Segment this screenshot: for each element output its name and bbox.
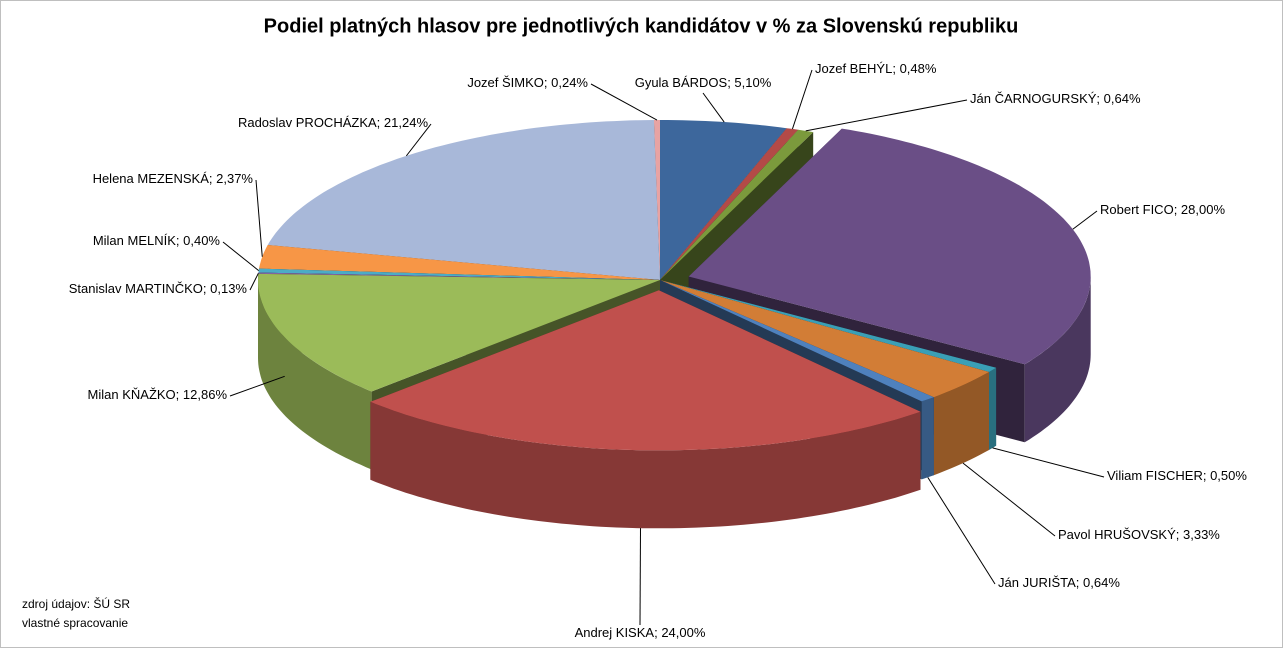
data-label: Ján ČARNOGURSKÝ; 0,64% [970, 91, 1141, 106]
label-category: Ján ČARNOGURSKÝ [970, 91, 1097, 106]
label-value: 0,13% [210, 281, 247, 296]
data-label: Milan MELNÍK; 0,40% [93, 233, 221, 248]
slice-side [1024, 276, 1091, 443]
label-separator: ; [727, 75, 734, 90]
label-category: Ján JURIŠTA [998, 575, 1076, 590]
data-label: Jozef BEHÝL; 0,48% [815, 61, 937, 76]
leader-line [590, 83, 658, 121]
slice [258, 272, 660, 280]
label-separator: ; [1096, 91, 1103, 106]
label-value: 2,37% [216, 171, 253, 186]
data-label: Jozef ŠIMKO; 0,24% [467, 75, 588, 90]
slice [660, 120, 787, 280]
leader-line [805, 99, 968, 132]
label-separator: ; [377, 115, 384, 130]
label-separator: ; [176, 233, 183, 248]
label-category: Milan KŇAŽKO [88, 387, 176, 402]
label-value: 0,40% [183, 233, 220, 248]
source-note: vlastné spracovanie [22, 616, 128, 630]
label-category: Milan MELNÍK [93, 233, 176, 248]
leader-line [702, 92, 725, 123]
label-value: 3,33% [1183, 527, 1220, 542]
label-value: 21,24% [384, 115, 429, 130]
label-category: Robert FICO [1100, 202, 1174, 217]
source-note: zdroj údajov: ŠÚ SR [22, 596, 130, 611]
label-separator: ; [1203, 468, 1210, 483]
label-separator: ; [1176, 527, 1183, 542]
label-value: 0,24% [551, 75, 588, 90]
slice-side [370, 401, 921, 529]
label-value: 24,00% [661, 625, 706, 640]
data-label: Milan KŇAŽKO; 12,86% [88, 387, 228, 402]
slice [660, 129, 814, 280]
slice [258, 268, 660, 280]
leader-line [791, 69, 813, 130]
label-category: Jozef BEHÝL [815, 61, 892, 76]
slice-side [989, 367, 997, 450]
label-value: 12,86% [183, 387, 228, 402]
slice [259, 245, 660, 280]
label-category: Helena MEZENSKÁ [93, 171, 210, 186]
data-label: Pavol HRUŠOVSKÝ; 3,33% [1058, 527, 1220, 542]
label-separator: ; [892, 61, 899, 76]
label-separator: ; [1174, 202, 1181, 217]
label-value: 0,64% [1083, 575, 1120, 590]
leader-line [255, 179, 263, 257]
label-separator: ; [544, 75, 551, 90]
label-separator: ; [203, 281, 210, 296]
leader-line [992, 447, 1105, 478]
leader-line [405, 123, 432, 157]
label-category: Andrej KISKA [575, 625, 655, 640]
slice-side [921, 397, 934, 480]
data-label: Robert FICO; 28,00% [1100, 202, 1225, 217]
label-category: Pavol HRUŠOVSKÝ [1058, 527, 1176, 542]
slice [660, 280, 997, 372]
leader-line [927, 477, 996, 585]
label-value: 5,10% [734, 75, 771, 90]
leader-line [229, 375, 285, 397]
label-category: Radoslav PROCHÁZKA [238, 115, 377, 130]
label-value: 28,00% [1181, 202, 1226, 217]
data-label: Radoslav PROCHÁZKA; 21,24% [238, 115, 428, 130]
label-separator: ; [176, 387, 183, 402]
data-label: Gyula BÁRDOS; 5,10% [635, 75, 772, 90]
chart-title: Podiel platných hlasov pre jednotlivých … [264, 15, 1019, 37]
leader-line [222, 241, 260, 272]
leader-line [249, 273, 259, 291]
data-label: Helena MEZENSKÁ; 2,37% [93, 171, 254, 186]
label-separator: ; [209, 171, 216, 186]
label-category: Jozef ŠIMKO [467, 75, 544, 90]
label-value: 0,50% [1210, 468, 1247, 483]
data-label: Viliam FISCHER; 0,50% [1107, 468, 1247, 483]
leader-line [1072, 210, 1098, 230]
slice-side [933, 372, 989, 476]
label-separator: ; [1076, 575, 1083, 590]
leader-line [962, 462, 1056, 537]
label-separator: ; [654, 625, 661, 640]
label-category: Gyula BÁRDOS [635, 75, 728, 90]
slice [660, 280, 934, 402]
slice [688, 128, 1091, 365]
slice [267, 120, 660, 280]
label-value: 0,64% [1104, 91, 1141, 106]
slice [370, 290, 921, 451]
data-label: Andrej KISKA; 24,00% [575, 625, 706, 640]
slice-side [258, 280, 372, 470]
slice [660, 280, 989, 398]
data-label: Stanislav MARTINČKO; 0,13% [69, 281, 248, 296]
label-category: Viliam FISCHER [1107, 468, 1203, 483]
label-category: Stanislav MARTINČKO [69, 281, 203, 296]
slice [660, 128, 799, 280]
label-value: 0,48% [900, 61, 937, 76]
slice [258, 273, 660, 392]
data-label: Ján JURIŠTA; 0,64% [998, 575, 1120, 590]
